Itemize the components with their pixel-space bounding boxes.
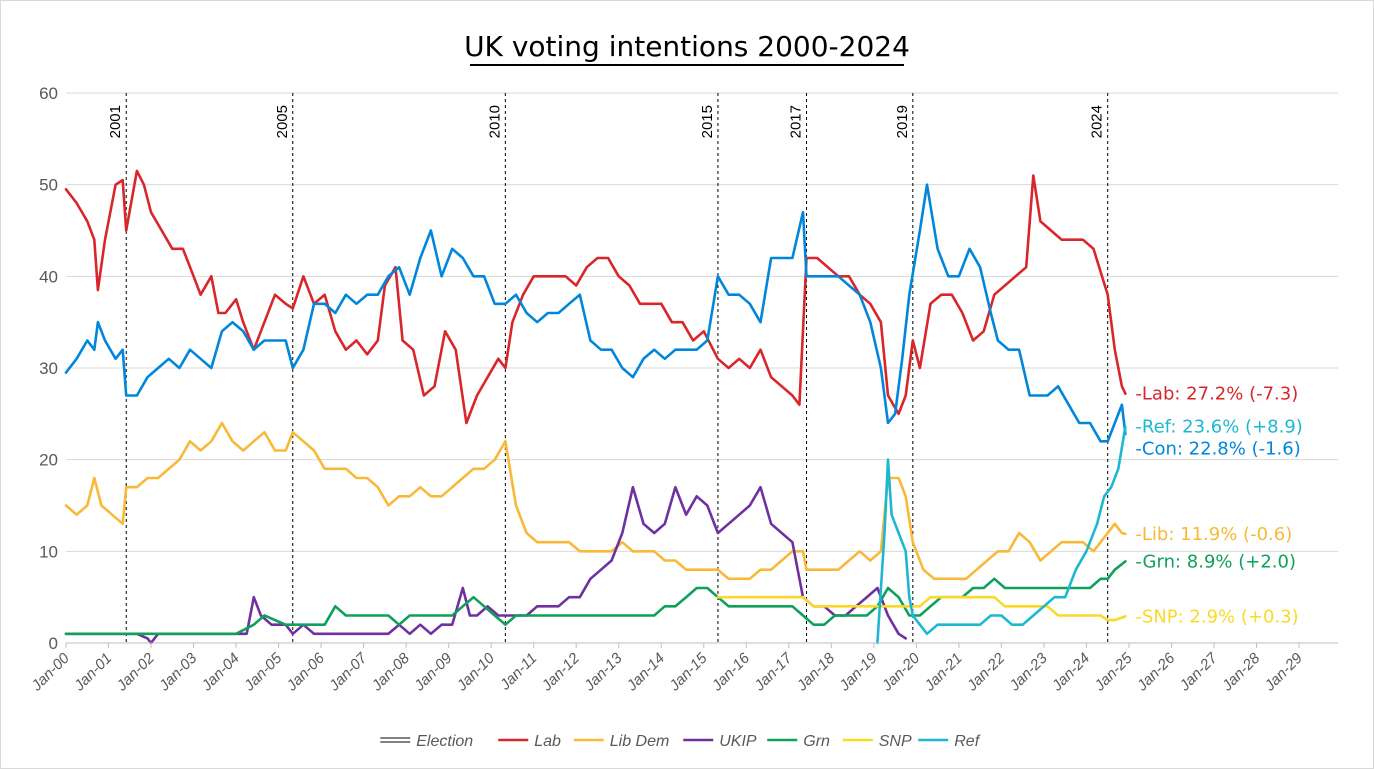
election-label: 2024 bbox=[1089, 105, 1106, 138]
x-tick-label: Jan-28 bbox=[1218, 649, 1264, 695]
x-tick-label: Jan-22 bbox=[963, 649, 1009, 695]
legend-label: UKIP bbox=[719, 733, 757, 750]
x-tick-label: Jan-09 bbox=[410, 649, 456, 695]
chart-title: UK voting intentions 2000-2024 bbox=[464, 30, 910, 63]
x-tick-label: Jan-15 bbox=[665, 649, 711, 695]
legend-item-election: Election bbox=[380, 733, 473, 750]
x-tick-label: Jan-24 bbox=[1048, 650, 1093, 695]
end-label-snp: -SNP: 2.9% (+0.3) bbox=[1135, 606, 1298, 627]
grid-layer bbox=[66, 92, 1338, 552]
end-label-con: -Con: 22.8% (-1.6) bbox=[1135, 439, 1300, 460]
series-line-con bbox=[64, 183, 1127, 443]
y-tick-label: 50 bbox=[39, 176, 58, 195]
x-tick-label: Jan-01 bbox=[70, 650, 115, 695]
x-tick-label: Jan-00 bbox=[28, 649, 74, 695]
end-label-lab: -Lab: 27.2% (-7.3) bbox=[1135, 384, 1298, 405]
x-tick-label: Jan-17 bbox=[750, 649, 796, 695]
election-label: 2015 bbox=[699, 105, 716, 138]
series-line-grn bbox=[64, 560, 1127, 636]
series-line-snp bbox=[716, 595, 1127, 622]
end-label-ref: -Ref: 23.6% (+8.9) bbox=[1135, 417, 1302, 438]
x-tick-label: Jan-23 bbox=[1006, 649, 1052, 695]
y-tick-label: 40 bbox=[39, 267, 58, 286]
series-line-lab bbox=[64, 169, 1127, 425]
election-label: 2017 bbox=[788, 105, 805, 138]
end-label-layer: -Lab: 27.2% (-7.3) -Ref: 23.6% (+8.9)-Con… bbox=[1135, 384, 1302, 628]
x-tick-label: Jan-29 bbox=[1261, 649, 1307, 695]
x-tick-label: Jan-10 bbox=[453, 649, 499, 695]
y-tick-label: 20 bbox=[39, 451, 58, 470]
end-label-lib-dem: -Lib: 11.9% (-0.6) bbox=[1135, 524, 1292, 545]
legend-item-ukip: UKIP bbox=[683, 733, 757, 750]
election-label: 2010 bbox=[486, 105, 503, 138]
x-tick-label: Jan-21 bbox=[921, 650, 966, 695]
x-tick-label: Jan-06 bbox=[283, 649, 329, 695]
x-tick-label: Jan-16 bbox=[708, 649, 754, 695]
x-tick-label: Jan-12 bbox=[538, 649, 584, 695]
chart-title-group: UK voting intentions 2000-2024 bbox=[464, 30, 910, 66]
x-tick-label: Jan-03 bbox=[155, 649, 201, 695]
x-tick-label: Jan-02 bbox=[113, 649, 159, 695]
election-label: 2019 bbox=[894, 105, 911, 138]
x-tick-label: Jan-19 bbox=[836, 649, 882, 695]
legend-item-snp: SNP bbox=[842, 733, 912, 750]
legend-label: SNP bbox=[879, 733, 912, 750]
x-tick-label: Jan-20 bbox=[878, 649, 924, 695]
x-tick-label: Jan-26 bbox=[1133, 649, 1179, 695]
x-tick-label: Jan-25 bbox=[1091, 649, 1137, 695]
y-tick-label: 0 bbox=[49, 634, 58, 653]
x-tick-label: Jan-11 bbox=[496, 650, 540, 694]
legend-item-grn: Grn bbox=[767, 733, 830, 750]
series-line-ref bbox=[876, 425, 1127, 645]
election-layer: 2001 2005 2010 2015 2017 2019 2024 bbox=[107, 93, 1109, 643]
legend-label: Election bbox=[416, 733, 473, 750]
legend-item-ref: Ref bbox=[918, 733, 981, 750]
x-tick-label: Jan-18 bbox=[793, 649, 839, 695]
x-tick-label: Jan-04 bbox=[198, 650, 243, 695]
end-label-grn: -Grn: 8.9% (+2.0) bbox=[1135, 551, 1296, 572]
legend-item-lab: Lab bbox=[498, 733, 561, 750]
series-line-lib-dem bbox=[64, 421, 1127, 581]
legend-label: Lib Dem bbox=[610, 733, 670, 750]
legend-label: Lab bbox=[534, 733, 561, 750]
series-line-ukip bbox=[64, 485, 907, 645]
series-layer bbox=[64, 169, 1127, 645]
y-tick-label: 30 bbox=[39, 359, 58, 378]
x-tick-label: Jan-27 bbox=[1176, 649, 1222, 695]
y-tick-label: 10 bbox=[39, 542, 58, 561]
legend-label: Ref bbox=[954, 733, 980, 750]
y-tick-label: 60 bbox=[39, 84, 58, 103]
x-tick-label: Jan-14 bbox=[623, 650, 668, 695]
legend-item-lib-dem: Lib Dem bbox=[573, 733, 670, 750]
x-tick-label: Jan-08 bbox=[368, 649, 414, 695]
legend-label: Grn bbox=[803, 733, 830, 750]
x-tick-label: Jan-07 bbox=[325, 649, 371, 695]
election-label: 2001 bbox=[107, 105, 124, 138]
x-tick-label: Jan-05 bbox=[240, 649, 286, 695]
election-label: 2005 bbox=[274, 105, 291, 138]
legend: Election Lab Lib Dem UKIP Grn SNP Ref bbox=[380, 733, 981, 750]
x-tick-label: Jan-13 bbox=[580, 649, 626, 695]
